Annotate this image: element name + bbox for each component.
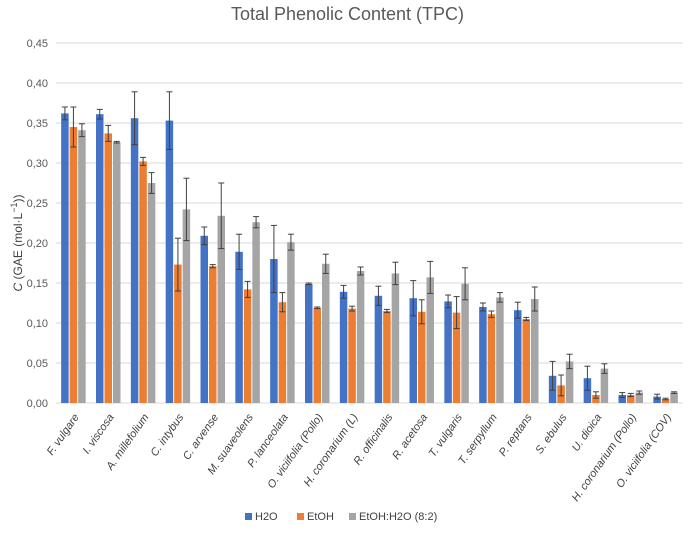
y-axis-label: C (GAE (mol·L−1)) — [9, 195, 25, 292]
bar — [61, 113, 69, 404]
bar — [69, 127, 78, 403]
bar — [452, 312, 461, 403]
bar — [287, 242, 295, 403]
x-category-label: T. vulgaris — [427, 411, 466, 459]
bar — [200, 235, 208, 403]
x-category-label: U. dioica — [570, 412, 604, 454]
y-tick-label: 0,20 — [27, 238, 48, 250]
y-axis-label-close: )) — [11, 195, 25, 203]
x-category-label: C. intybus — [148, 411, 186, 458]
bar — [418, 311, 426, 403]
bar — [174, 264, 182, 403]
bar — [147, 183, 156, 403]
bar — [270, 259, 278, 403]
legend-label: EtOH — [307, 511, 334, 523]
bar — [426, 277, 434, 403]
legend: H2O EtOH EtOH:H2O (8:2) — [245, 511, 437, 523]
legend-label: EtOH:H2O (8:2) — [359, 511, 437, 523]
bars — [61, 113, 678, 404]
x-category-label: R. acetosa — [390, 412, 430, 462]
bar — [96, 114, 104, 403]
bar — [496, 297, 504, 403]
bar — [78, 130, 86, 403]
y-tick-label: 0,05 — [27, 358, 48, 370]
gridlines — [56, 42, 683, 404]
chart-title: Total Phenolic Content (TPC) — [231, 4, 464, 24]
y-axis-label-unit: (GAE (mol·L — [11, 212, 25, 282]
x-category-label: I. viscosa — [81, 412, 117, 456]
y-tick-label: 0,45 — [27, 38, 48, 50]
bar — [305, 283, 313, 403]
legend-swatch — [245, 513, 252, 520]
y-tick-label: 0,35 — [27, 118, 48, 130]
y-tick-label: 0,15 — [27, 278, 48, 290]
bar — [339, 291, 348, 403]
bar — [278, 302, 287, 403]
bar — [252, 222, 260, 403]
bar — [313, 307, 321, 403]
bar — [383, 311, 391, 403]
bar — [627, 395, 635, 403]
x-category-label: H. coronarium (Pollo) — [570, 412, 640, 504]
y-tick-label: 0,10 — [27, 318, 48, 330]
y-axis-label-sup: −1 — [9, 203, 19, 213]
bar — [531, 299, 539, 403]
bar — [130, 118, 139, 403]
bar — [182, 209, 191, 403]
y-tick-label: 0,40 — [27, 78, 48, 90]
bar — [461, 283, 469, 403]
bar — [356, 271, 365, 403]
bar — [209, 266, 217, 403]
bar — [635, 392, 643, 403]
error-bars — [61, 91, 678, 401]
legend-label: H2O — [255, 511, 278, 523]
bar — [322, 263, 330, 403]
bar — [661, 399, 670, 403]
bar — [348, 308, 356, 403]
x-category-label: P. reptans — [497, 411, 535, 458]
x-category-label: S. ebulus — [533, 411, 569, 456]
y-tick-labels: 0,00 0,05 0,10 0,15 0,20 0,25 0,30 0,35 0,40 0,45 — [27, 38, 48, 410]
bar — [592, 395, 600, 403]
bar — [113, 142, 121, 403]
bar — [565, 361, 574, 403]
bar — [374, 295, 383, 403]
legend-swatch — [297, 513, 304, 520]
y-axis-label-symbol: C — [11, 282, 25, 291]
bar — [514, 310, 522, 403]
bar — [391, 273, 400, 403]
bar — [104, 133, 112, 403]
bar — [243, 289, 252, 403]
legend-swatch — [349, 513, 356, 520]
bar — [217, 215, 225, 403]
bar — [444, 301, 452, 403]
bar — [165, 120, 174, 403]
bar — [600, 368, 609, 403]
y-tick-label: 0,00 — [27, 398, 48, 410]
bar — [139, 161, 147, 403]
bar — [670, 392, 678, 403]
bar — [653, 396, 661, 403]
y-tick-label: 0,25 — [27, 198, 48, 210]
bar — [479, 307, 487, 403]
x-category-label: F. vulgare — [45, 412, 82, 458]
bar — [522, 319, 530, 403]
bar — [235, 251, 243, 403]
bar — [487, 314, 496, 403]
bar — [409, 298, 417, 403]
bar — [618, 395, 626, 403]
y-tick-label: 0,30 — [27, 158, 48, 170]
